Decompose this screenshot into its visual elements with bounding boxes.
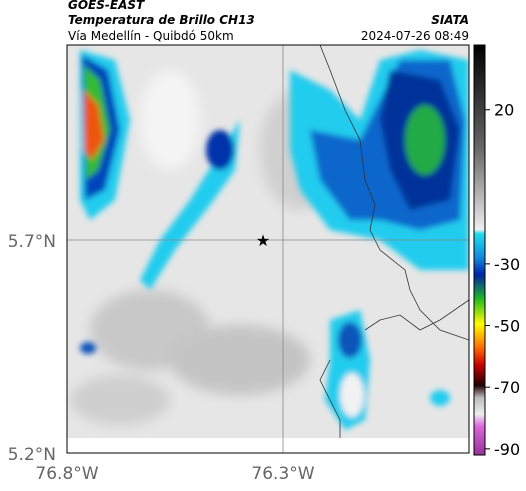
- timestamp: 2024-07-26 08:49: [361, 29, 469, 43]
- lon-label: 76.8°W: [35, 464, 98, 484]
- no-data-strip: [67, 438, 469, 453]
- colorbar-tick-label: -30: [494, 255, 520, 274]
- subtitle: Temperatura de Brillo CH13: [68, 13, 255, 27]
- colorbar-tick-label: 20: [494, 101, 514, 120]
- source: SIATA: [431, 13, 469, 27]
- lat-label: 5.7°N: [8, 232, 56, 252]
- route: Vía Medellín - Quibdó 50km: [68, 29, 234, 43]
- colorbar-tick-label: -50: [494, 317, 520, 336]
- map-frame: [66, 44, 470, 454]
- colorbar-ticks: 20 -30 -50 -70 -90: [485, 101, 520, 459]
- title: GOES-EAST: [68, 0, 145, 12]
- lat-label: 5.2°N: [8, 445, 56, 465]
- colorbar-tick-label: -70: [494, 378, 520, 397]
- colorbar-tick-label: -90: [494, 440, 520, 459]
- satellite-image: [67, 45, 469, 438]
- lon-label: 76.3°W: [251, 464, 314, 484]
- colorbar: [473, 44, 486, 456]
- location-star: ★: [256, 231, 270, 250]
